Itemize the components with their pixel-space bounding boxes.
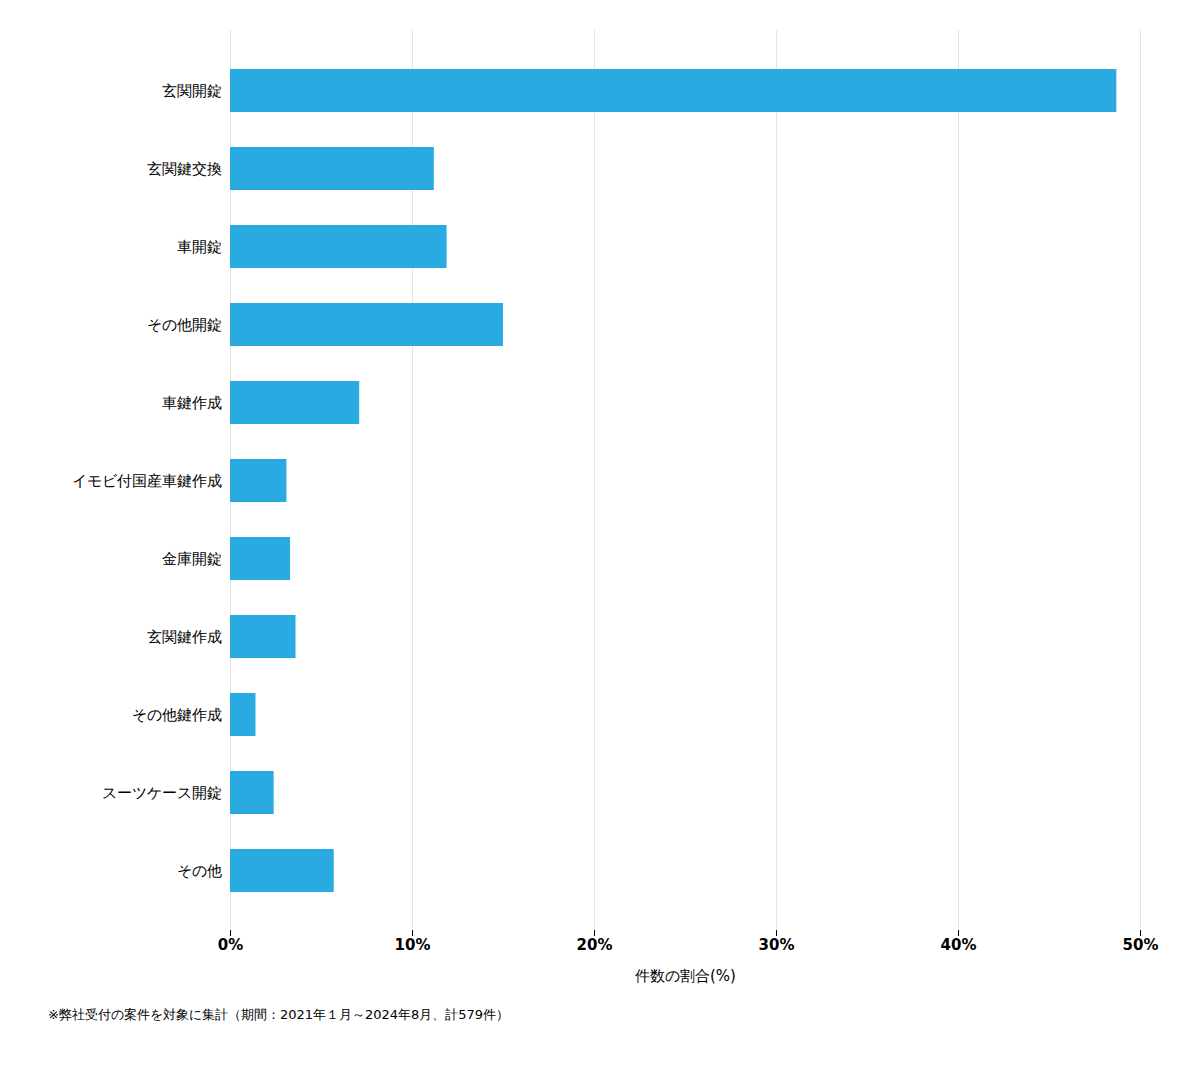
svg-text:10%: 10%	[395, 936, 431, 954]
svg-text:玄関開錠: 玄関開錠	[162, 82, 222, 100]
svg-text:件数の割合(%): 件数の割合(%)	[635, 967, 736, 985]
html-text:※弊社受付の案件を対象に集計（期間：2021年１月～2024: ※弊社受付の案件を対象に集計（期間：2021年１月～2024年8月、計579件）	[48, 1007, 510, 1022]
svg-text:その他開錠: その他開錠	[147, 316, 222, 334]
svg-text:イモビ付国産車鍵作成: イモビ付国産車鍵作成	[72, 472, 222, 490]
svg-text:50%: 50%	[1123, 936, 1159, 954]
svg-text:30%: 30%	[759, 936, 795, 954]
svg-text:玄関鍵交換: 玄関鍵交換	[147, 160, 222, 178]
svg-text:その他: その他	[177, 862, 222, 880]
svg-text:40%: 40%	[941, 936, 977, 954]
svg-text:車鍵作成: 車鍵作成	[162, 394, 222, 412]
svg-text:車開錠: 車開錠	[177, 238, 222, 256]
svg-text:0%: 0%	[218, 936, 243, 954]
svg-text:スーツケース開錠: スーツケース開錠	[102, 784, 222, 802]
svg-text:玄関鍵作成: 玄関鍵作成	[147, 628, 222, 646]
svg-text:金庫開錠: 金庫開錠	[162, 550, 222, 568]
svg-text:20%: 20%	[577, 936, 613, 954]
svg-text:その他鍵作成: その他鍵作成	[132, 706, 222, 724]
